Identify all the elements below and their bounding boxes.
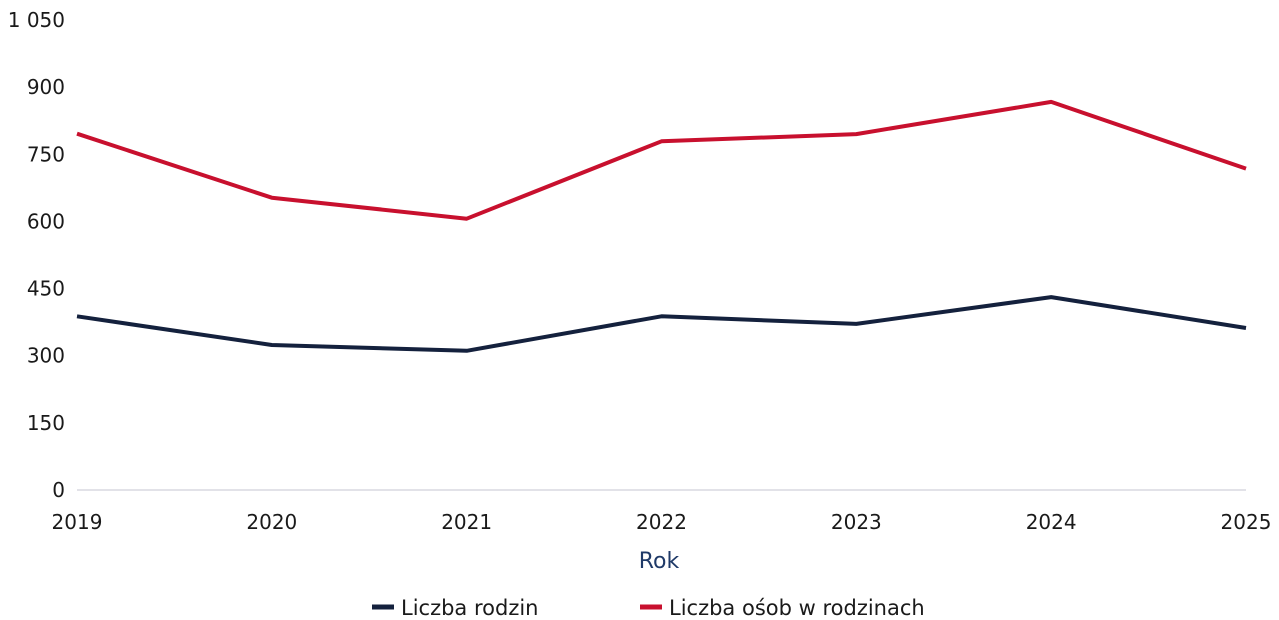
legend: Liczba rodzin Liczba ośob w rodzinach [372, 596, 925, 620]
y-tick-label: 1 050 [8, 8, 65, 32]
y-tick-label: 750 [27, 142, 65, 166]
legend-label: Liczba rodzin [401, 596, 539, 620]
y-tick-label: 900 [27, 75, 65, 99]
series-lines [76, 99, 1247, 353]
y-tick-label: 450 [27, 277, 65, 301]
x-tick-label: 2022 [636, 510, 687, 534]
x-tick-label: 2024 [1026, 510, 1077, 534]
x-tick-label: 2021 [441, 510, 492, 534]
y-axis-ticks: 0 150 300 450 600 750 900 1 050 [8, 8, 65, 502]
x-tick-label: 2025 [1221, 510, 1272, 534]
y-tick-label: 300 [27, 344, 65, 368]
y-tick-label: 0 [52, 478, 65, 502]
y-tick-label: 150 [27, 411, 65, 435]
x-axis-title: Rok [639, 549, 680, 574]
series-line-1 [76, 295, 1247, 353]
x-axis-ticks: 2019 2020 2021 2022 2023 2024 2025 [52, 510, 1272, 534]
series-line-2 [76, 99, 1247, 221]
x-tick-label: 2023 [831, 510, 882, 534]
x-tick-label: 2019 [52, 510, 103, 534]
legend-label: Liczba ośob w rodzinach [669, 596, 925, 620]
y-tick-label: 600 [27, 209, 65, 233]
x-tick-label: 2020 [246, 510, 297, 534]
